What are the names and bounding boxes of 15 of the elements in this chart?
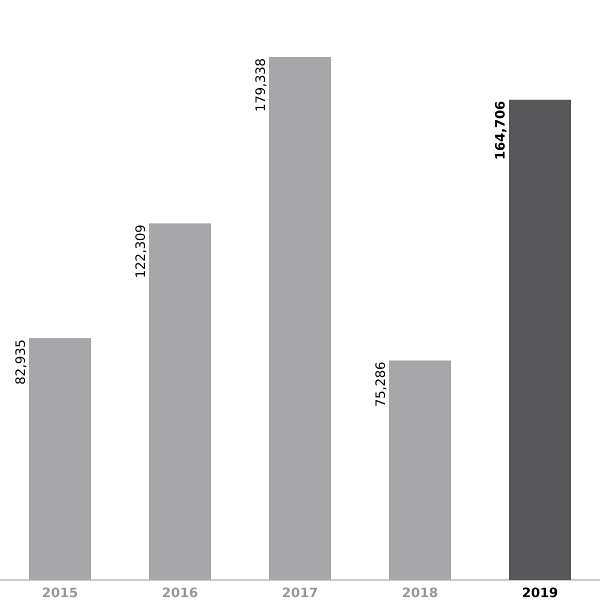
bar [509, 100, 572, 580]
bar [389, 360, 452, 580]
x-tick-label: 2019 [523, 588, 558, 598]
x-tick-label: 2017 [283, 588, 318, 598]
bar [149, 223, 212, 580]
x-tick-label: 2018 [403, 588, 438, 598]
x-tick-label: 2016 [163, 588, 198, 598]
x-tick-label: 2015 [43, 588, 78, 598]
data-label: 75,286 [375, 362, 386, 406]
data-label: 122,309 [135, 225, 146, 277]
data-label: 179,338 [255, 59, 266, 110]
data-label: 164,706 [494, 102, 506, 158]
bar [29, 338, 91, 580]
data-label: 82,935 [15, 340, 26, 384]
bar [269, 57, 332, 580]
